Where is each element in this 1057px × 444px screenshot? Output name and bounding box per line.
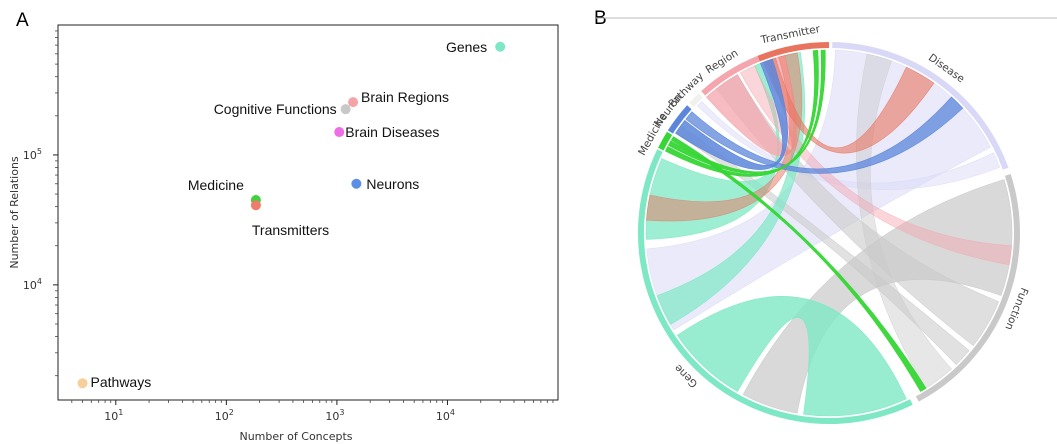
arc-region — [701, 55, 760, 96]
data-point — [250, 200, 261, 211]
point-label: Transmitters — [252, 222, 329, 238]
x-tick-label: 104 — [436, 408, 455, 423]
y-tick-label: 105 — [23, 147, 42, 162]
panel-a-label: A — [16, 10, 29, 31]
arc-disease — [832, 42, 1009, 170]
ribbon-medicine-function — [670, 136, 927, 392]
point-label: Genes — [446, 39, 487, 55]
chord-diagram: TransmitterDiseaseFunctionGeneMedicineNe… — [596, 17, 1057, 424]
y-axis-title: Number of Relations — [8, 156, 21, 269]
point-label: Cognitive Functions — [214, 101, 337, 117]
ribbon-gene-self — [676, 295, 907, 417]
ribbon-transmitter-disease — [763, 57, 935, 154]
scatter-chart: 101 102 103 104 104 105 Number of Concepts Numb… — [8, 24, 559, 443]
ribbon-medicine-transmitter — [665, 49, 819, 177]
data-point — [351, 178, 362, 189]
ribbon-function-disease — [856, 53, 952, 389]
data-point — [495, 41, 506, 52]
data-point — [334, 127, 345, 138]
ribbon-region-function — [739, 65, 1012, 266]
data-point — [77, 378, 88, 389]
arc-pathway — [689, 93, 703, 107]
arc-transmitter — [757, 42, 830, 62]
point-label: Brain Regions — [361, 89, 449, 105]
point-label: Medicine — [188, 177, 244, 193]
x-axis-title: Number of Concepts — [239, 430, 352, 443]
ribbon-neuron-disease — [685, 96, 964, 174]
point-label: Neurons — [366, 176, 419, 192]
y-tick-label: 104 — [23, 277, 42, 292]
data-point — [348, 97, 359, 108]
ribbon-disease-pathway — [696, 100, 1001, 190]
point-label: Pathways — [91, 374, 152, 390]
arc-function — [915, 173, 1020, 402]
data-point — [340, 104, 351, 115]
point-label: Brain Diseases — [345, 124, 439, 140]
x-tick-label: 102 — [215, 408, 234, 423]
arc-neuron — [667, 105, 692, 134]
plot-frame — [57, 24, 559, 401]
arc-gene — [638, 149, 913, 424]
x-tick-label: 101 — [104, 408, 123, 423]
ribbon-neuron-region — [675, 58, 788, 170]
arc-medicine — [658, 131, 673, 151]
x-tick-label: 103 — [325, 408, 344, 423]
chord-group-label: Disease — [926, 52, 967, 86]
